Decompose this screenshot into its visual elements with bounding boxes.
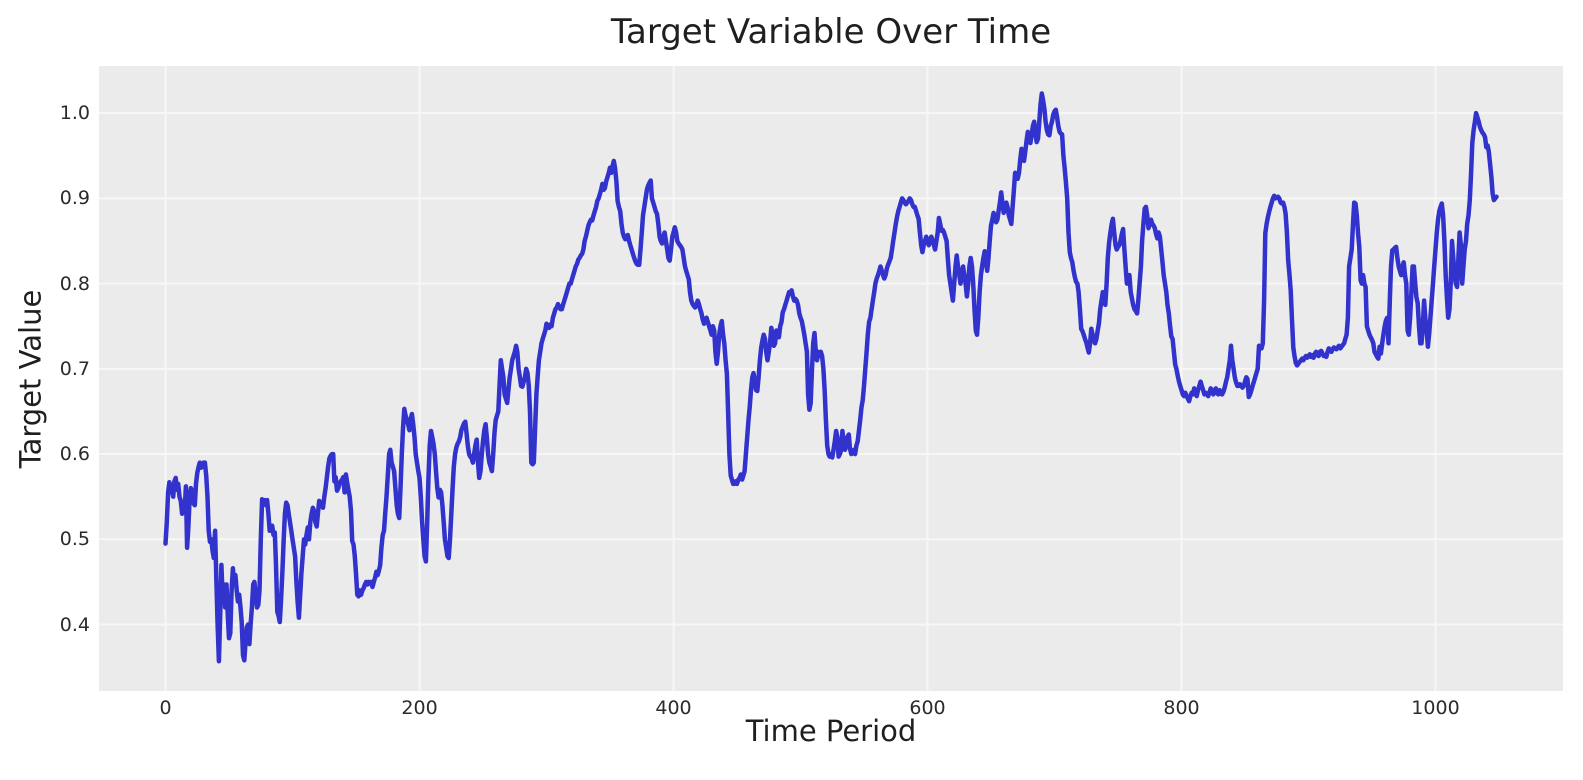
y-tick-label: 0.5: [59, 528, 90, 551]
x-tick-label: 600: [909, 697, 946, 719]
y-tick-label: 0.7: [59, 357, 90, 380]
x-axis-label: Time Period: [745, 714, 917, 748]
y-tick-label: 0.6: [59, 443, 90, 466]
y-tick-label: 0.8: [59, 272, 90, 295]
line-chart-canvas: [99, 66, 1563, 691]
plot-area: [99, 66, 1563, 691]
chart-title: Target Variable Over Time: [610, 12, 1052, 52]
y-tick-label: 0.9: [59, 187, 90, 210]
x-tick-label: 0: [159, 697, 172, 719]
y-axis-label: Target Value: [13, 289, 48, 468]
x-tick-label: 800: [1163, 697, 1200, 719]
y-tick-label: 0.4: [59, 613, 90, 636]
y-tick-label: 1.0: [59, 102, 90, 125]
x-tick-label: 400: [655, 697, 692, 719]
x-tick-label: 200: [401, 697, 438, 719]
series-line-target: [163, 91, 1499, 664]
x-tick-label: 1000: [1411, 697, 1460, 719]
